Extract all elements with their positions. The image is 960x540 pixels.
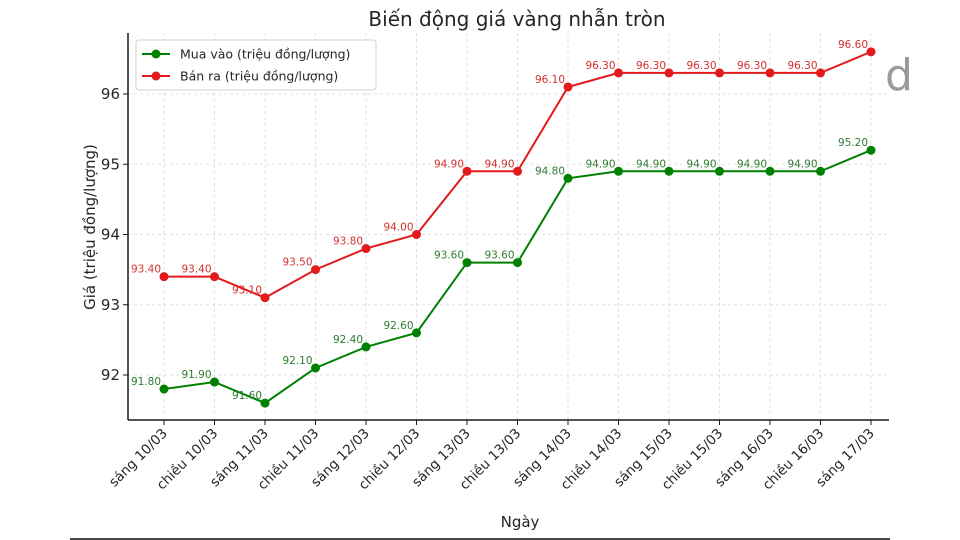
data-point — [260, 398, 270, 408]
legend: Mua vào (triệu đồng/lượng) Bán ra (triệu … — [135, 39, 377, 91]
data-point — [210, 377, 219, 387]
data-label: 93.40 — [131, 264, 161, 276]
data-label: 94.90 — [787, 158, 817, 170]
divider — [70, 538, 890, 540]
data-label: 93.60 — [434, 250, 464, 262]
series-layer: 91.80 91.90 91.60 92.10 92.40 92.60 93.60 93.60… — [131, 39, 876, 408]
data-label: 91.60 — [232, 390, 262, 402]
data-label: 96.30 — [686, 60, 716, 72]
data-point — [412, 230, 421, 239]
data-label: 94.00 — [383, 222, 413, 234]
data-point — [664, 68, 674, 78]
series-sell: 93.40 93.40 93.10 93.50 93.80 94.00 94.90 94.90… — [131, 39, 876, 303]
data-label: 95.20 — [838, 137, 868, 149]
data-label: 91.80 — [131, 376, 161, 388]
legend-label: Bán ra (triệu đồng/lượng) — [180, 69, 338, 84]
data-point — [361, 244, 371, 254]
data-point — [614, 166, 623, 176]
data-label: 92.40 — [333, 334, 363, 346]
data-label: 92.60 — [383, 320, 413, 332]
data-label: 92.10 — [282, 355, 312, 367]
y-tick-label: 93 — [101, 296, 120, 314]
x-axis-label: Ngày — [501, 513, 540, 531]
data-point — [563, 82, 573, 92]
data-point — [361, 342, 371, 352]
data-point — [462, 166, 472, 176]
data-label: 94.90 — [737, 158, 767, 170]
axes — [127, 33, 889, 421]
data-point — [513, 258, 522, 268]
data-point — [816, 68, 825, 78]
data-point — [159, 384, 169, 394]
y-tick-label: 96 — [101, 85, 120, 103]
data-label: 94.90 — [636, 158, 666, 170]
data-label: 96.30 — [585, 60, 615, 72]
y-tick-label: 92 — [101, 366, 120, 384]
data-label: 96.60 — [838, 39, 868, 51]
data-point — [664, 166, 674, 176]
data-point — [513, 166, 522, 176]
data-point — [765, 68, 775, 78]
legend-item-buy: Mua vào (triệu đồng/lượng) — [142, 47, 350, 62]
y-tick-label: 95 — [101, 155, 120, 173]
data-point — [866, 145, 876, 155]
legend-label: Mua vào (triệu đồng/lượng) — [180, 47, 350, 62]
chart-title: Biến động giá vàng nhẫn tròn — [368, 7, 665, 31]
data-label: 96.30 — [787, 60, 817, 72]
data-point — [412, 328, 421, 338]
data-point — [715, 166, 724, 176]
data-label: 94.90 — [484, 158, 514, 170]
data-label: 96.30 — [636, 60, 666, 72]
data-point — [260, 293, 270, 303]
data-point — [866, 47, 876, 57]
data-label: 96.10 — [535, 74, 565, 86]
data-label: 93.50 — [282, 257, 312, 269]
watermark: d — [885, 50, 913, 101]
data-point — [311, 265, 320, 275]
data-point — [159, 272, 169, 282]
y-axis-ticks: 92 93 94 95 96 — [101, 85, 128, 384]
data-label: 93.10 — [232, 285, 262, 297]
data-label: 91.90 — [181, 369, 211, 381]
data-point — [311, 363, 320, 373]
legend-item-sell: Bán ra (triệu đồng/lượng) — [142, 69, 338, 84]
data-label: 94.90 — [434, 158, 464, 170]
data-point — [462, 258, 472, 268]
data-point — [765, 166, 775, 176]
y-tick-label: 94 — [101, 226, 120, 244]
data-point — [614, 68, 623, 78]
series-buy: 91.80 91.90 91.60 92.10 92.40 92.60 93.60 93.60… — [131, 137, 876, 408]
data-label: 94.90 — [585, 158, 615, 170]
data-label: 93.60 — [484, 250, 514, 262]
grid — [128, 33, 889, 420]
data-label: 94.90 — [686, 158, 716, 170]
y-axis-label: Giá (triệu đồng/lượng) — [81, 144, 99, 310]
data-label: 93.80 — [333, 236, 363, 248]
data-label: 94.80 — [535, 165, 565, 177]
data-point — [715, 68, 724, 78]
data-label: 96.30 — [737, 60, 767, 72]
data-label: 93.40 — [181, 264, 211, 276]
data-point — [210, 272, 219, 282]
data-point — [563, 173, 573, 183]
data-point — [816, 166, 825, 176]
